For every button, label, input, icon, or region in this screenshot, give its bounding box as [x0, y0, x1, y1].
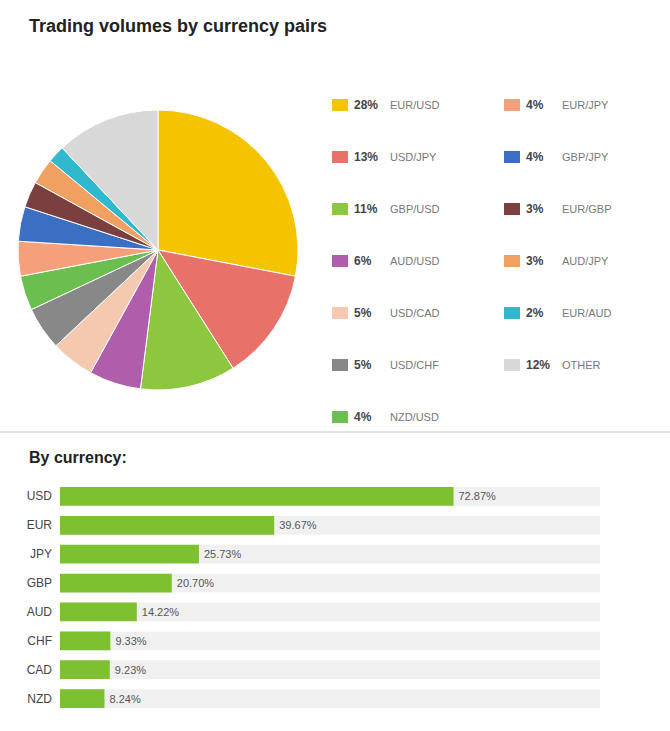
svg-text:8.24%: 8.24%	[109, 693, 140, 705]
svg-text:12%: 12%	[526, 358, 550, 372]
svg-text:NZD/USD: NZD/USD	[390, 411, 439, 423]
svg-text:EUR/USD: EUR/USD	[390, 99, 440, 111]
svg-text:3%: 3%	[526, 202, 544, 216]
svg-text:AUD/JPY: AUD/JPY	[562, 255, 609, 267]
svg-text:14.22%: 14.22%	[142, 606, 180, 618]
svg-text:GBP/USD: GBP/USD	[390, 203, 440, 215]
svg-text:11%: 11%	[354, 202, 378, 216]
svg-text:NZD: NZD	[27, 692, 52, 706]
svg-text:28%: 28%	[354, 98, 378, 112]
svg-text:6%: 6%	[354, 254, 372, 268]
svg-text:2%: 2%	[526, 306, 544, 320]
svg-text:EUR: EUR	[27, 518, 53, 532]
svg-text:13%: 13%	[354, 150, 378, 164]
svg-text:Trading volumes by currency pa: Trading volumes by currency pairs	[29, 16, 327, 36]
svg-text:EUR/AUD: EUR/AUD	[562, 307, 612, 319]
svg-text:4%: 4%	[526, 98, 544, 112]
svg-text:JPY: JPY	[30, 547, 52, 561]
svg-text:AUD/USD: AUD/USD	[390, 255, 440, 267]
svg-text:By currency:: By currency:	[29, 449, 127, 466]
svg-text:OTHER: OTHER	[562, 359, 601, 371]
svg-text:EUR/GBP: EUR/GBP	[562, 203, 612, 215]
svg-text:9.33%: 9.33%	[115, 635, 146, 647]
svg-text:5%: 5%	[354, 358, 372, 372]
svg-text:20.70%: 20.70%	[177, 577, 215, 589]
svg-text:CHF: CHF	[27, 634, 52, 648]
svg-text:USD/CHF: USD/CHF	[390, 359, 439, 371]
svg-text:AUD: AUD	[27, 605, 53, 619]
svg-text:72.87%: 72.87%	[458, 490, 496, 502]
svg-text:EUR/JPY: EUR/JPY	[562, 99, 609, 111]
svg-text:5%: 5%	[354, 306, 372, 320]
svg-text:4%: 4%	[354, 410, 372, 424]
svg-text:39.67%: 39.67%	[279, 519, 317, 531]
svg-text:9.23%: 9.23%	[115, 664, 146, 676]
svg-text:GBP: GBP	[27, 576, 52, 590]
svg-text:4%: 4%	[526, 150, 544, 164]
svg-text:GBP/JPY: GBP/JPY	[562, 151, 609, 163]
svg-text:USD/JPY: USD/JPY	[390, 151, 437, 163]
svg-text:USD/CAD: USD/CAD	[390, 307, 440, 319]
svg-text:25.73%: 25.73%	[204, 548, 242, 560]
svg-text:3%: 3%	[526, 254, 544, 268]
svg-text:USD: USD	[27, 489, 53, 503]
svg-text:CAD: CAD	[27, 663, 53, 677]
